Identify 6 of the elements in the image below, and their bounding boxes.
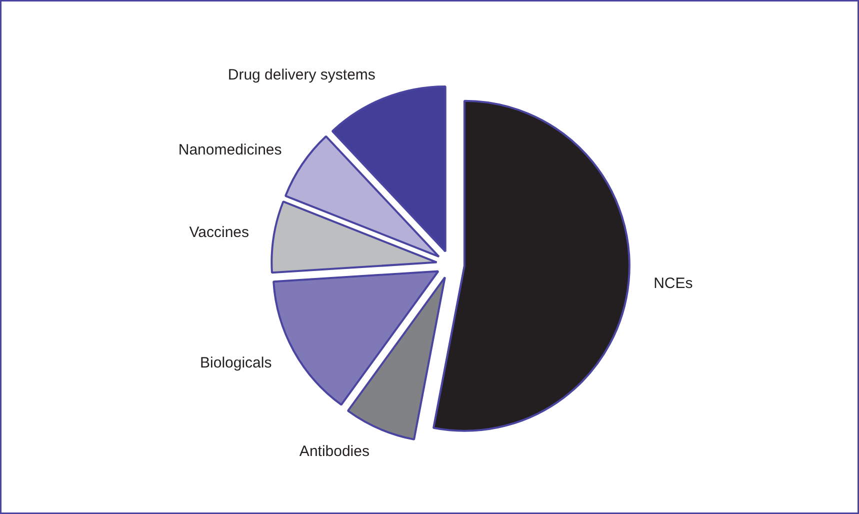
slice-label: NCEs — [654, 275, 693, 292]
slice-label: Drug delivery systems — [228, 66, 376, 84]
slice-label: Antibodies — [299, 443, 370, 460]
slice-label: Vaccines — [189, 224, 250, 242]
slice-label: Nanomedicines — [178, 141, 282, 158]
slice-label: Biologicals — [200, 354, 272, 372]
